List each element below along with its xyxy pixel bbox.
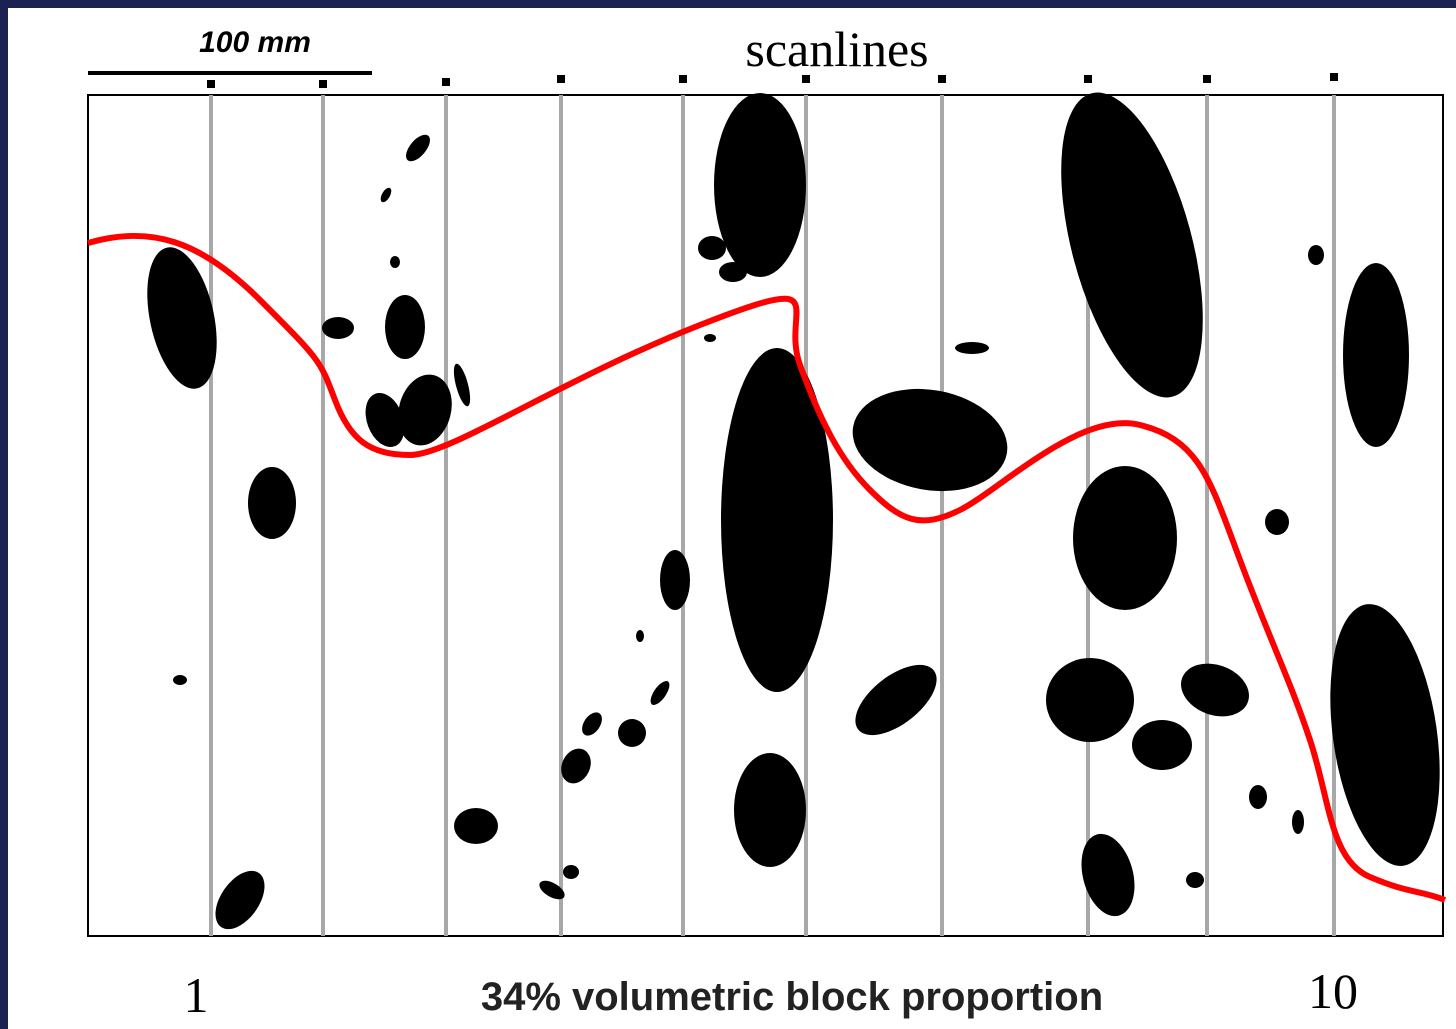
- scanline-marker: [1084, 75, 1092, 83]
- caption: 34% volumetric block proportion: [481, 975, 1103, 1019]
- scanline-marker: [1203, 75, 1211, 83]
- scanline-marker: [802, 75, 810, 83]
- scanline-marker: [557, 75, 565, 83]
- scale-label: 100 mm: [199, 26, 311, 59]
- scanline-marker: [319, 80, 327, 88]
- scanline-marker: [207, 80, 215, 88]
- scanline-marker: [679, 75, 687, 83]
- scanline-marker: [1330, 73, 1338, 81]
- scanline-marker: [938, 75, 946, 83]
- start-label: 1: [184, 967, 209, 1023]
- end-label: 10: [1308, 963, 1358, 1019]
- scanline-marker: [442, 78, 450, 86]
- trend-curve: [87, 232, 1447, 903]
- title: scanlines: [745, 21, 928, 77]
- blocks: [147, 92, 1440, 930]
